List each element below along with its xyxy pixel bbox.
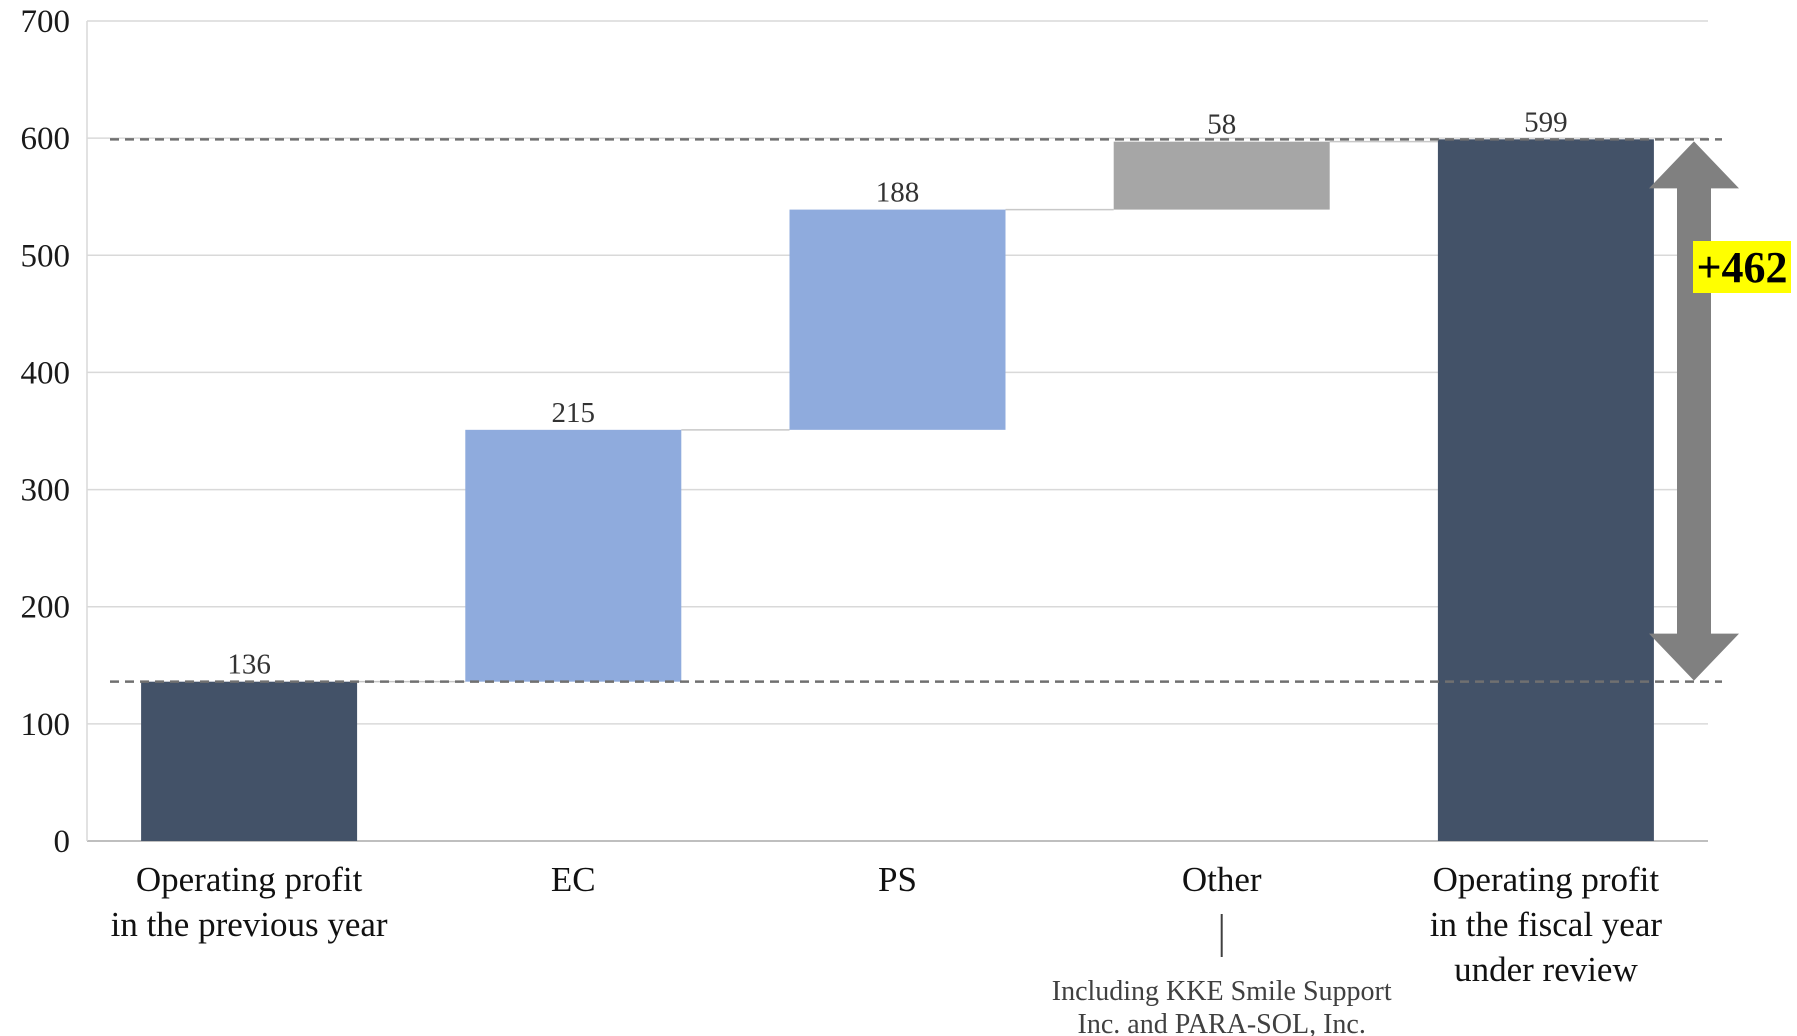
y-tick-label: 500 <box>21 238 71 274</box>
note-text: Inc. and PARA-SOL, Inc. <box>1078 1009 1366 1036</box>
category-label: in the fiscal year <box>1430 905 1663 944</box>
data-label: 188 <box>876 177 920 209</box>
category-label: in the previous year <box>111 905 388 944</box>
y-tick-label: 200 <box>21 590 71 626</box>
bar-1 <box>465 429 682 682</box>
bar-4 <box>1437 139 1654 842</box>
data-label: 136 <box>227 649 271 681</box>
data-label: 599 <box>1524 106 1568 138</box>
y-tick-label: 700 <box>21 4 71 40</box>
difference-arrow <box>1649 141 1739 681</box>
data-label: 58 <box>1207 109 1236 141</box>
difference-label: +462 <box>1696 243 1787 292</box>
category-label: EC <box>551 860 596 899</box>
category-label: Operating profit <box>136 860 363 899</box>
note-text: Including KKE Smile Support <box>1052 976 1392 1007</box>
y-tick-label: 100 <box>21 707 71 743</box>
category-label: Other <box>1182 860 1262 899</box>
bar-2 <box>789 209 1006 430</box>
y-tick-label: 300 <box>21 473 71 509</box>
category-label: under review <box>1454 950 1638 989</box>
y-tick-label: 600 <box>21 121 71 157</box>
category-label: PS <box>878 860 917 899</box>
difference-label-highlight <box>1693 241 1791 293</box>
category-label: Operating profit <box>1433 860 1660 899</box>
bar-3 <box>1113 141 1330 210</box>
y-tick-label: 0 <box>54 824 71 860</box>
y-tick-label: 400 <box>21 355 71 391</box>
bar-0 <box>141 681 358 841</box>
data-label: 215 <box>552 397 596 429</box>
